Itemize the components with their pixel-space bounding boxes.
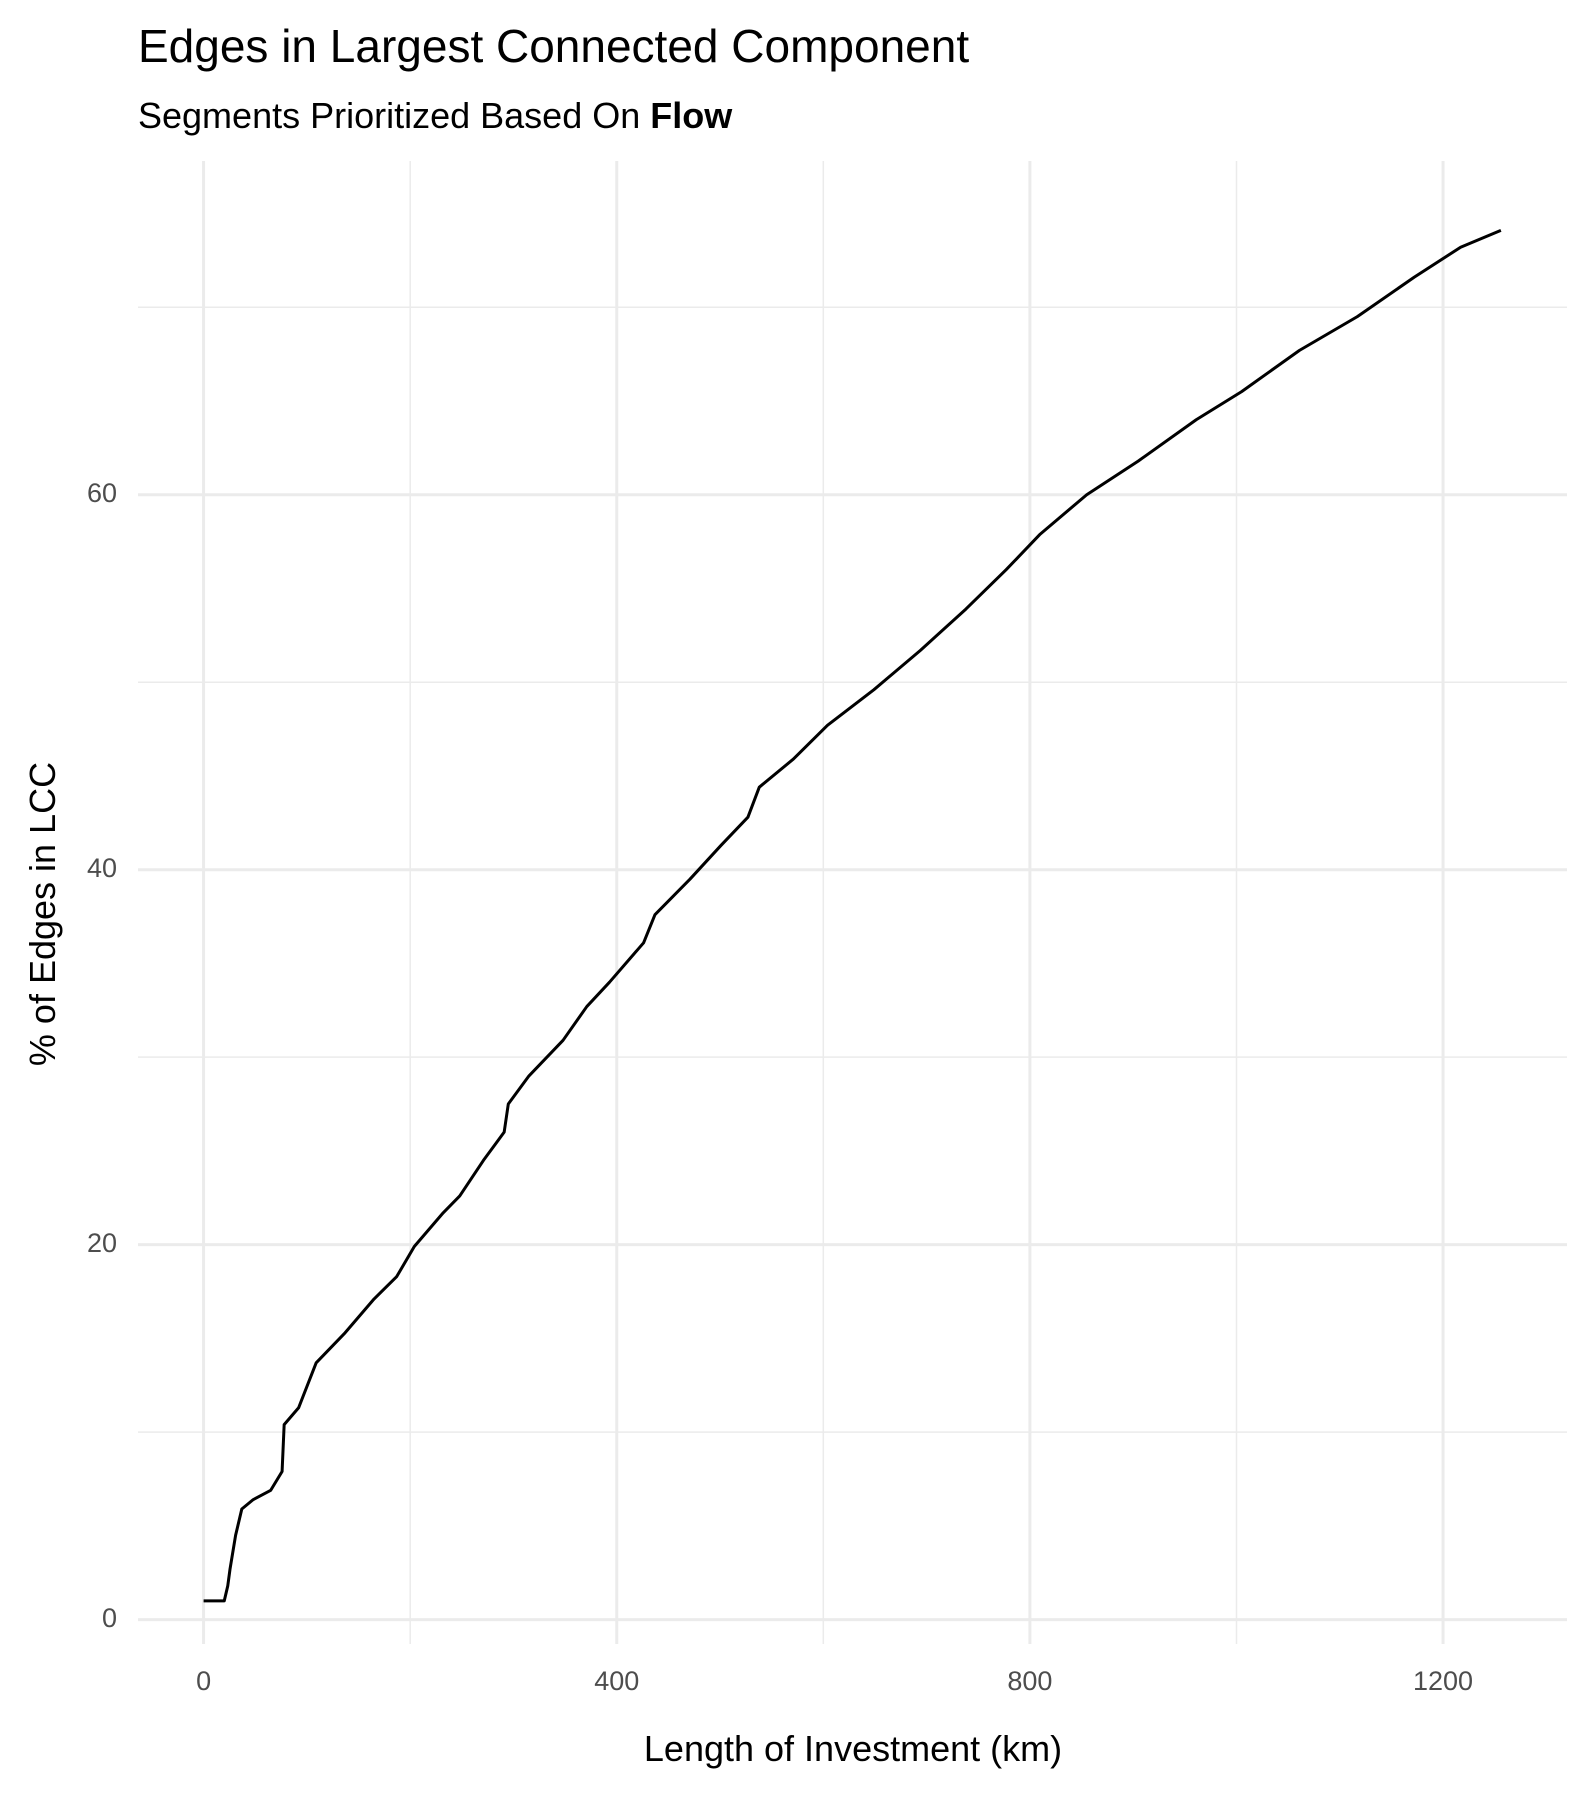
x-tick-label: 800	[1007, 1666, 1052, 1696]
subtitle-text: Segments Prioritized Based On	[138, 95, 640, 136]
y-tick-label: 60	[87, 478, 117, 508]
chart-title: Edges in Largest Connected Component	[138, 20, 969, 72]
y-tick-label: 0	[102, 1603, 117, 1633]
y-tick-label: 20	[87, 1228, 117, 1258]
x-axis-title: Length of Investment (km)	[644, 1728, 1062, 1769]
y-axis-title: % of Edges in LCC	[22, 762, 63, 1066]
chart-subtitle: Segments Prioritized Based On Flow	[138, 95, 733, 136]
x-tick-label: 400	[594, 1666, 639, 1696]
x-tick-label: 0	[196, 1666, 211, 1696]
line	[203, 228, 1502, 1603]
y-tick-label: 40	[87, 853, 117, 883]
subtitle-emphasis: Flow	[650, 95, 733, 136]
x-tick-label: 1200	[1413, 1666, 1473, 1696]
